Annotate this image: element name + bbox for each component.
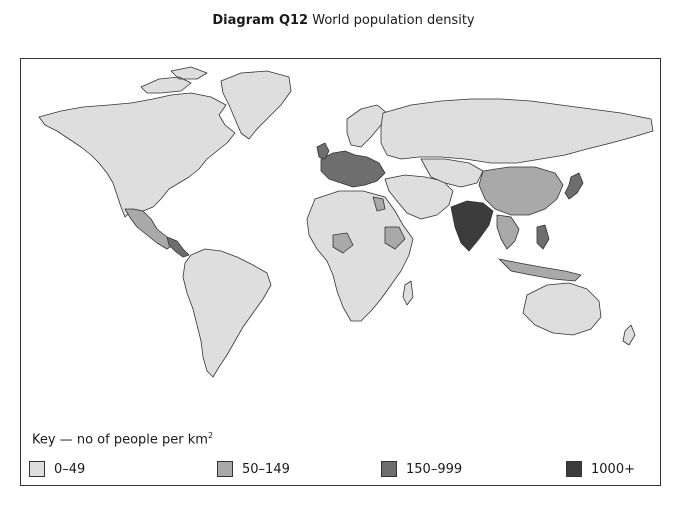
- legend-label-very-high: 1000+: [591, 461, 635, 477]
- region-mexico: [124, 208, 174, 250]
- region-north-america: [38, 92, 236, 218]
- legend-swatch-medium: [217, 461, 233, 477]
- legend-item-very-high: 1000+: [566, 460, 635, 478]
- legend-swatch-very-high: [566, 461, 582, 477]
- region-scandinavia: [346, 104, 388, 148]
- region-central-asia: [420, 158, 484, 188]
- map-frame: Key — no of people per km2 0–49 50–149 1…: [20, 58, 661, 486]
- region-nigeria: [332, 232, 354, 254]
- region-middle-east: [384, 174, 454, 220]
- region-africa: [306, 190, 414, 322]
- region-uk: [316, 142, 330, 160]
- region-greenland: [220, 70, 292, 140]
- diagram-title: Diagram Q12 World population density: [0, 13, 687, 28]
- region-europe: [320, 150, 386, 188]
- region-central-america: [166, 236, 190, 258]
- legend-item-low: 0–49: [29, 460, 85, 478]
- region-egypt-nile: [372, 196, 386, 212]
- diagram-number: Diagram Q12: [212, 13, 309, 28]
- region-india: [450, 200, 494, 252]
- legend-item-high: 150–999: [381, 460, 462, 478]
- legend-label-medium: 50–149: [242, 461, 290, 477]
- region-indonesia: [498, 258, 582, 282]
- region-arctic-islands: [140, 66, 208, 94]
- legend-item-medium: 50–149: [217, 460, 290, 478]
- world-map: [38, 66, 654, 378]
- region-madagascar: [402, 280, 414, 306]
- region-japan: [564, 172, 584, 200]
- legend-label-high: 150–999: [406, 461, 463, 477]
- region-south-america: [182, 248, 272, 378]
- region-russia: [380, 98, 654, 164]
- key-unit-superscript: 2: [207, 431, 214, 440]
- region-australia: [522, 282, 602, 336]
- region-new-zealand: [622, 324, 636, 346]
- region-philippines: [536, 224, 550, 250]
- region-china: [478, 166, 564, 216]
- legend-swatch-low: [29, 461, 45, 477]
- diagram-caption: World population density: [312, 13, 475, 28]
- key-label: Key — no of people per km: [32, 432, 208, 448]
- key-title: Key — no of people per km2: [32, 431, 213, 447]
- region-southeast-asia: [496, 214, 520, 250]
- legend-label-low: 0–49: [54, 461, 86, 477]
- legend-swatch-high: [381, 461, 397, 477]
- region-ethiopia: [384, 226, 406, 250]
